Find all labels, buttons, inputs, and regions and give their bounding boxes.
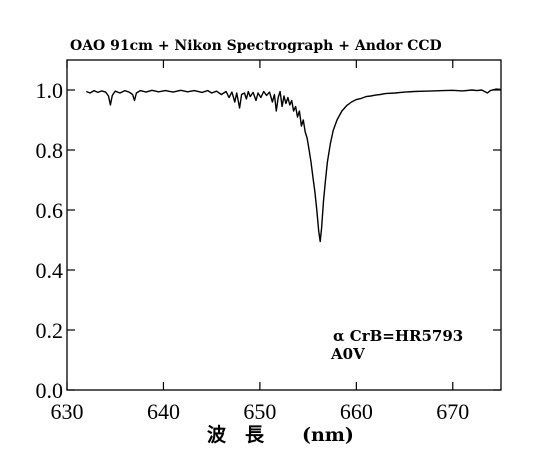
y-tick-label: 0.8 [36,138,64,163]
x-axis-label: 波 長 (nm) [207,423,354,446]
spectrum-line [86,88,502,243]
x-tick-label: 670 [436,399,469,424]
spectral-type: A0V [330,345,365,363]
x-tick-label: 630 [51,399,84,424]
chart-title: OAO 91cm + Nikon Spectrograph + Andor CC… [70,38,442,54]
y-axis: 0.0 0.2 0.4 0.6 0.8 1.0 [36,78,501,403]
x-tick-label: 660 [340,399,373,424]
y-tick-label: 1.0 [36,78,64,103]
y-tick-label: 0.6 [36,198,64,223]
plot-frame [66,59,502,391]
y-tick-label: 0.4 [36,258,64,283]
x-tick-label: 640 [147,399,180,424]
y-tick-label: 0.2 [36,318,64,343]
x-axis: 630 640 650 660 670 [51,60,469,424]
y-tick-label: 0.0 [36,378,64,403]
x-tick-label: 650 [243,399,276,424]
star-designation: α CrB=HR5793 [333,327,463,345]
